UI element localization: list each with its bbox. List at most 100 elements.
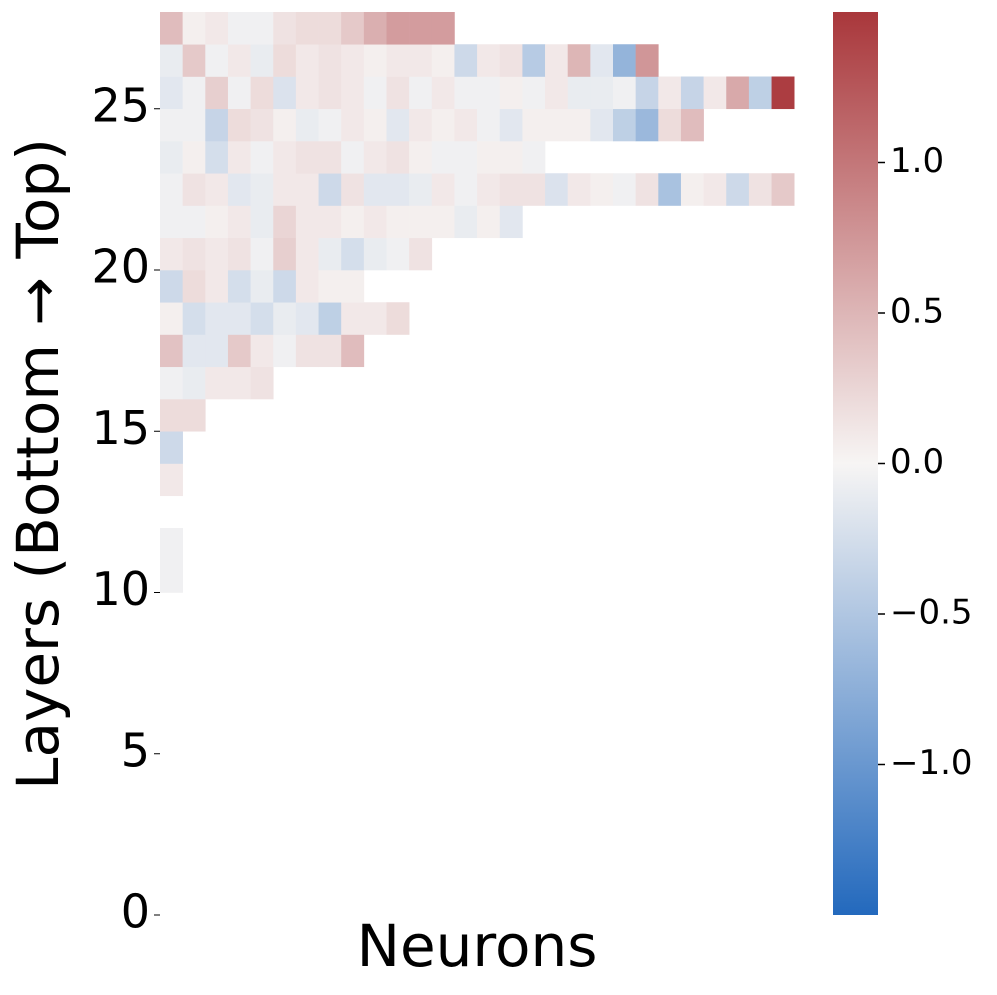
heatmap-cell [160,205,183,239]
heatmap-cell [658,108,682,142]
heatmap-cell [205,76,229,110]
heatmap-cell [205,141,229,174]
heatmap-cell [590,76,614,110]
heatmap-cell [386,205,410,239]
heatmap-cell [567,173,591,206]
heatmap-cell [613,173,636,206]
heatmap-cell [318,44,342,77]
heatmap-cell [205,12,229,45]
heatmap-cell [341,12,365,45]
heatmap-cell [205,270,229,303]
heatmap-cell [703,173,727,206]
heatmap-cell [273,334,297,368]
heatmap-cell [635,44,659,77]
heatmap-cell [273,44,297,77]
heatmap-cell [295,205,319,239]
heatmap-cell [454,205,478,239]
heatmap-cell [409,173,433,206]
heatmap-cell [680,108,704,142]
heatmap-cell [160,399,183,432]
heatmap-cell [318,334,342,368]
heatmap-cell [182,334,206,368]
heatmap-cell [160,366,183,400]
heatmap-cell [341,141,365,174]
heatmap-cell [160,270,183,303]
heatmap-cell [250,76,274,110]
heatmap-cell [160,334,183,368]
heatmap-cell [273,108,297,142]
heatmap-cell [454,173,478,206]
x-axis-label: Neurons [357,912,598,980]
heatmap-cell [386,44,410,77]
heatmap-cell [477,76,501,110]
heatmap-cell [295,44,319,77]
heatmap-cell [205,205,229,239]
heatmap-cell [205,237,229,271]
heatmap-cell [160,108,183,142]
heatmap-cell [363,141,387,174]
heatmap-cell [363,173,387,206]
heatmap-cell [227,173,251,206]
heatmap-cell [386,141,410,174]
heatmap-cell [318,237,342,271]
heatmap-cell [409,237,433,271]
heatmap-cell [182,76,206,110]
heatmap-cell [318,205,342,239]
heatmap-cell [726,173,750,206]
heatmap-cell [160,302,183,335]
heatmap-cell [182,173,206,206]
heatmap-cell [318,76,342,110]
heatmap-cell [227,237,251,271]
heatmap-cell [477,108,501,142]
heatmap-cell [499,44,523,77]
heatmap-cell [295,12,319,45]
heatmap-cell [635,173,659,206]
heatmap-cell [545,108,568,142]
heatmap-cell [545,76,568,110]
heatmap-cell [205,173,229,206]
heatmap-cell [431,141,455,174]
heatmap-cell [522,173,546,206]
y-tick-label: 5 [121,723,150,777]
heatmap-cell [635,76,659,110]
heatmap-cell [295,237,319,271]
heatmap-cell [295,334,319,368]
heatmap-cell [363,44,387,77]
heatmap-cell [477,141,501,174]
heatmap-cell [386,173,410,206]
heatmap-cell [567,44,591,77]
heatmap-cell [409,141,433,174]
heatmap-cell [160,141,183,174]
heatmap-cell [227,108,251,142]
heatmap-cell [363,108,387,142]
heatmap-cell [273,302,297,335]
heatmap-cell [363,12,387,45]
colorbar-tick-label: 0.0 [890,442,944,482]
heatmap-cell [341,205,365,239]
heatmap-cell [499,141,523,174]
heatmap-cell [613,76,636,110]
heatmap-cell [182,366,206,400]
heatmap-cell [748,76,772,110]
heatmap-cell [522,141,546,174]
heatmap-cell [273,12,297,45]
heatmap-cell [386,108,410,142]
heatmap-cell [160,44,183,77]
heatmap-cell [726,76,750,110]
heatmap-cell [341,108,365,142]
heatmap-cell [431,173,455,206]
heatmap-cell [386,76,410,110]
heatmap-cell [273,76,297,110]
heatmap-cell [250,366,274,400]
heatmap-cell [205,366,229,400]
heatmap-cell [477,173,501,206]
heatmap-cell [386,12,410,45]
colorbar-tick-label: 1.0 [890,141,944,181]
heatmap-cell [295,302,319,335]
heatmap-cell [295,76,319,110]
heatmap-cell [227,334,251,368]
heatmap-cell [341,173,365,206]
heatmap-cell [431,205,455,239]
heatmap-cell [680,76,704,110]
